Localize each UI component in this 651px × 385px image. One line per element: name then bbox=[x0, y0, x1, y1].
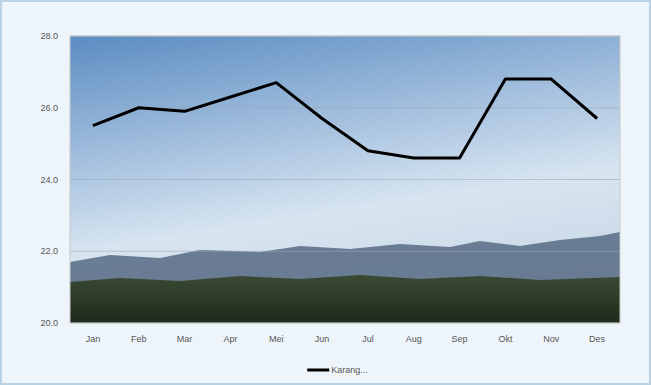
plot-border bbox=[70, 36, 620, 323]
x-tick-label: Jun bbox=[315, 334, 330, 344]
chart-root: 20.0 22.0 24.0 26.0 28.0 Jan Feb Mar Apr Mei Jun Ju… bbox=[0, 0, 651, 385]
x-tick-label: Okt bbox=[498, 334, 513, 344]
series-group bbox=[93, 79, 597, 158]
line bbox=[93, 79, 597, 158]
grid-line bbox=[70, 251, 620, 252]
x-tick-label: Mar bbox=[177, 334, 193, 344]
x-tick-label: Aug bbox=[406, 334, 422, 344]
grid-line bbox=[70, 179, 620, 180]
x-tick-label: Sep bbox=[452, 334, 468, 344]
vegetation bbox=[70, 275, 620, 323]
chart: 20.0 22.0 24.0 26.0 28.0 Jan Feb Mar Apr Mei Jun Ju… bbox=[0, 0, 651, 385]
frame bbox=[1, 1, 650, 384]
x-tick-label: Jul bbox=[362, 334, 374, 344]
y-tick-label: 22.0 bbox=[40, 246, 58, 256]
plot-background bbox=[70, 36, 620, 323]
y-tick-label: 24.0 bbox=[40, 175, 58, 185]
x-tick-label: Mei bbox=[269, 334, 284, 344]
legend-label: Karang... bbox=[331, 365, 368, 375]
x-tick-label: Jan bbox=[86, 334, 101, 344]
sky bbox=[70, 36, 620, 323]
y-tick-label: 26.0 bbox=[40, 103, 58, 113]
y-tick-label: 20.0 bbox=[40, 318, 58, 328]
y-tick-label: 28.0 bbox=[40, 31, 58, 41]
x-tick-label: Nov bbox=[543, 334, 560, 344]
x-tick-label: Apr bbox=[223, 334, 237, 344]
legend: Karang... bbox=[307, 365, 368, 375]
x-tick-label: Des bbox=[589, 334, 606, 344]
x-tick-label: Feb bbox=[131, 334, 147, 344]
legend-swatch bbox=[307, 369, 329, 372]
